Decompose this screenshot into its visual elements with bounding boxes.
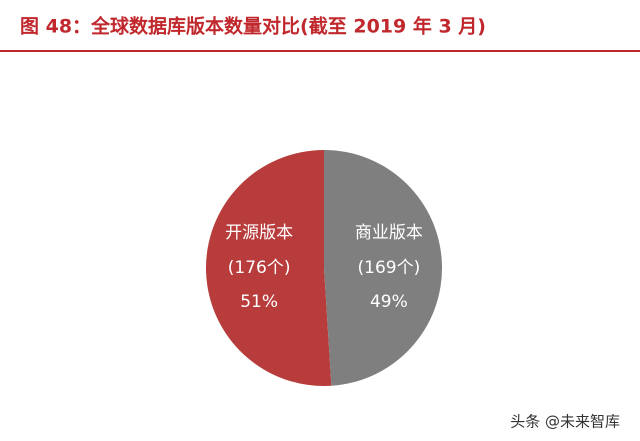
pie-slice	[205, 150, 332, 386]
slice-label: 商业版本	[355, 223, 423, 243]
slice-percent: 51%	[240, 292, 278, 312]
slice-count: (169个)	[358, 258, 421, 278]
chart-title: 图 48：全球数据库版本数量对比(截至 2019 年 3 月)	[20, 15, 486, 38]
pie-slice	[324, 150, 442, 386]
slice-percent: 49%	[370, 292, 408, 312]
slice-label: 开源版本	[225, 223, 293, 243]
slice-count: (176个)	[228, 258, 291, 278]
watermark: 头条 @未来智库	[510, 413, 620, 431]
